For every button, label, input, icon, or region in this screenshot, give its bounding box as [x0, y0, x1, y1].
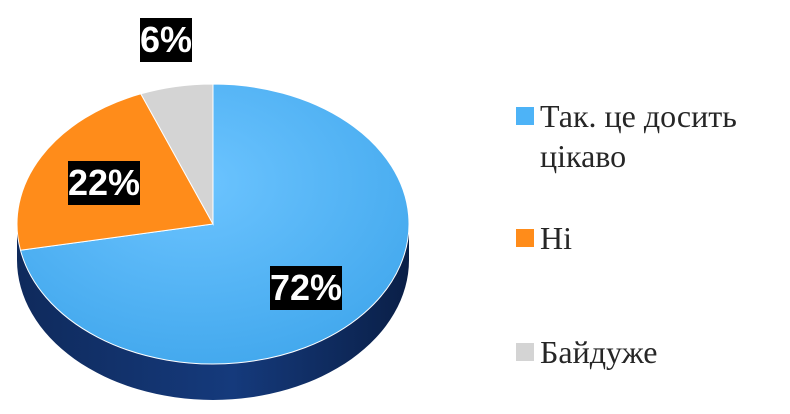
legend-swatch-yes — [516, 107, 534, 125]
pie-layer: 72% 22% 6% — [16, 18, 410, 400]
legend-swatch-indifferent — [516, 343, 534, 361]
legend: Так. це досить цікаво Ні Байдуже — [516, 96, 788, 396]
data-label-indifferent-box — [140, 18, 192, 62]
slice-indifferent — [140, 83, 214, 226]
data-label-no: 22% — [68, 162, 140, 203]
data-label-yes-box — [270, 266, 342, 310]
legend-item-indifferent: Байдуже — [516, 332, 780, 372]
legend-label-indifferent: Байдуже — [540, 334, 658, 370]
data-label-yes: 72% — [270, 267, 342, 308]
legend-item-no: Ні — [516, 218, 780, 258]
legend-swatch-no — [516, 229, 534, 247]
pie-side — [17, 224, 409, 400]
data-label-no-box — [68, 161, 140, 205]
legend-label-yes: Так. це досить цікаво — [540, 98, 737, 174]
legend-label-no: Ні — [540, 220, 572, 256]
legend-item-yes: Так. це досить цікаво — [516, 96, 780, 176]
data-label-indifferent: 6% — [140, 19, 192, 60]
